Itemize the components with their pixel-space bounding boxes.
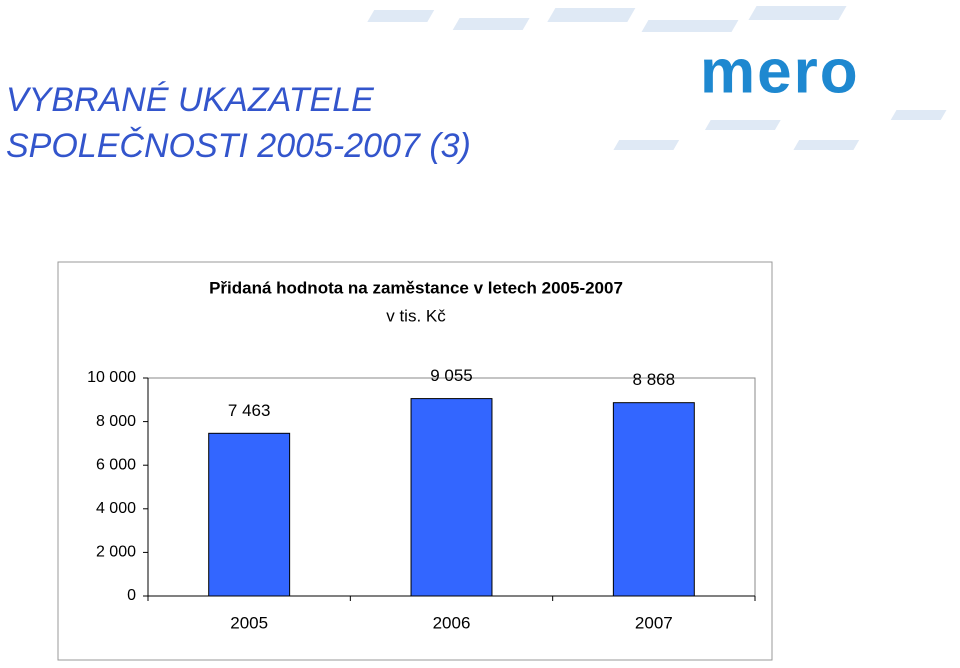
chart-subtitle: v tis. Kč xyxy=(386,306,446,325)
value-label: 7 463 xyxy=(228,401,271,420)
bar xyxy=(208,432,291,597)
bar xyxy=(612,402,695,597)
x-tick-label: 2005 xyxy=(230,613,268,632)
chart-title: Přidaná hodnota na zaměstance v letech 2… xyxy=(209,278,623,297)
bar xyxy=(410,398,493,597)
y-tick-label: 2 000 xyxy=(96,544,136,561)
logo-decoration xyxy=(367,6,947,150)
y-tick-label: 10 000 xyxy=(87,369,136,386)
y-tick-label: 6 000 xyxy=(96,456,136,473)
y-tick-label: 8 000 xyxy=(96,413,136,430)
y-tick-label: 4 000 xyxy=(96,500,136,517)
value-label: 8 868 xyxy=(633,370,676,389)
value-label: 9 055 xyxy=(430,366,473,385)
slide-title: SPOLEČNOSTI 2005-2007 (3) xyxy=(6,127,471,165)
x-tick-label: 2007 xyxy=(635,613,673,632)
logo: mero xyxy=(700,37,860,106)
slide-title: VYBRANÉ UKAZATELE xyxy=(6,81,374,119)
x-tick-label: 2006 xyxy=(433,613,471,632)
y-tick-label: 0 xyxy=(127,587,136,604)
